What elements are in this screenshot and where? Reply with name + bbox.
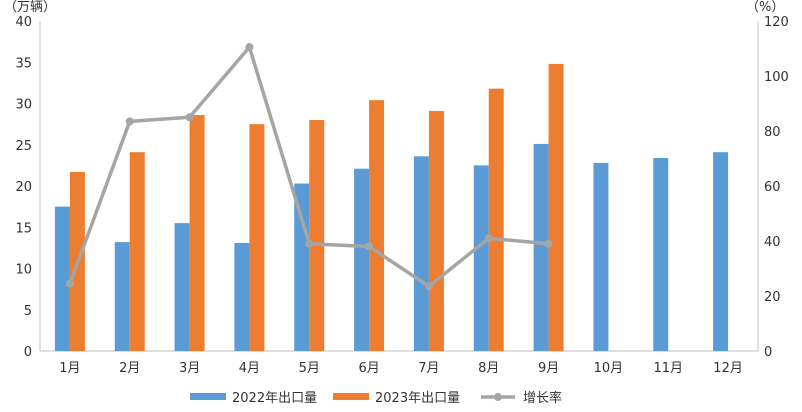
right-tick-label: 40 xyxy=(764,235,781,250)
x-tick-label: 1月 xyxy=(59,361,80,376)
left-tick-label: 25 xyxy=(15,139,32,154)
left-axis-unit: （万辆） xyxy=(4,0,56,15)
bar xyxy=(488,88,504,352)
x-axis-ticks: 1月 2月 3月 4月 5月 6月 7月 8月 9月 10月 11月 12月 xyxy=(59,361,743,376)
x-tick-label: 3月 xyxy=(179,361,200,376)
left-tick-label: 30 xyxy=(15,98,32,113)
right-tick-label: 80 xyxy=(764,125,781,140)
x-tick-label: 5月 xyxy=(299,361,320,376)
bar xyxy=(354,168,370,351)
growth-point xyxy=(544,239,553,248)
left-tick-label: 20 xyxy=(15,180,32,195)
right-axis-unit: （%） xyxy=(746,0,784,15)
x-tick-label: 10月 xyxy=(594,361,624,376)
growth-point xyxy=(424,282,433,291)
bar xyxy=(294,183,310,351)
left-tick-label: 10 xyxy=(15,263,32,278)
growth-point xyxy=(305,239,314,248)
legend-swatch xyxy=(333,393,369,400)
x-tick-label: 4月 xyxy=(239,361,260,376)
legend-label: 2023年出口量 xyxy=(375,391,460,406)
growth-point xyxy=(125,117,134,126)
bars xyxy=(54,63,729,352)
left-tick-label: 15 xyxy=(15,221,32,236)
legend: 2022年出口量 2023年出口量 增长率 xyxy=(190,390,562,406)
legend-label: 2022年出口量 xyxy=(232,391,317,406)
growth-point xyxy=(484,234,493,243)
legend-label: 增长率 xyxy=(523,390,562,406)
bar xyxy=(54,206,70,351)
axes: 0 5 10 15 20 25 30 35 40 0 20 40 60 80 100 120 xyxy=(15,15,788,360)
bar xyxy=(533,143,549,351)
left-tick-label: 35 xyxy=(15,56,32,71)
legend-marker xyxy=(494,393,502,401)
bar xyxy=(713,152,729,351)
bar xyxy=(653,157,669,351)
x-tick-label: 11月 xyxy=(653,361,683,376)
growth-line xyxy=(65,43,553,291)
x-tick-label: 12月 xyxy=(713,361,743,376)
bar xyxy=(189,115,205,351)
growth-point xyxy=(365,242,374,251)
growth-point xyxy=(65,279,74,288)
left-tick-label: 0 xyxy=(24,345,32,360)
growth-point xyxy=(245,43,254,52)
bar xyxy=(129,152,145,351)
bar xyxy=(114,242,130,351)
bar xyxy=(309,120,325,351)
x-tick-label: 6月 xyxy=(358,361,379,376)
left-tick-label: 40 xyxy=(15,15,32,30)
left-tick-label: 5 xyxy=(24,304,32,319)
legend-swatch xyxy=(190,393,226,400)
right-tick-label: 20 xyxy=(764,290,781,305)
bar xyxy=(174,223,190,351)
bar xyxy=(369,100,385,351)
right-tick-label: 120 xyxy=(764,15,789,30)
x-tick-label: 7月 xyxy=(418,361,439,376)
bar xyxy=(593,162,609,351)
right-tick-label: 0 xyxy=(764,345,772,360)
bar xyxy=(249,124,265,351)
bar xyxy=(234,242,250,351)
growth-point xyxy=(185,113,194,122)
bar xyxy=(428,110,444,351)
bar xyxy=(413,156,429,351)
x-tick-label: 2月 xyxy=(119,361,140,376)
bar xyxy=(548,63,564,352)
right-tick-label: 100 xyxy=(764,70,789,85)
x-tick-label: 8月 xyxy=(478,361,499,376)
x-tick-label: 9月 xyxy=(538,361,559,376)
bar xyxy=(473,165,489,351)
right-tick-label: 60 xyxy=(764,180,781,195)
